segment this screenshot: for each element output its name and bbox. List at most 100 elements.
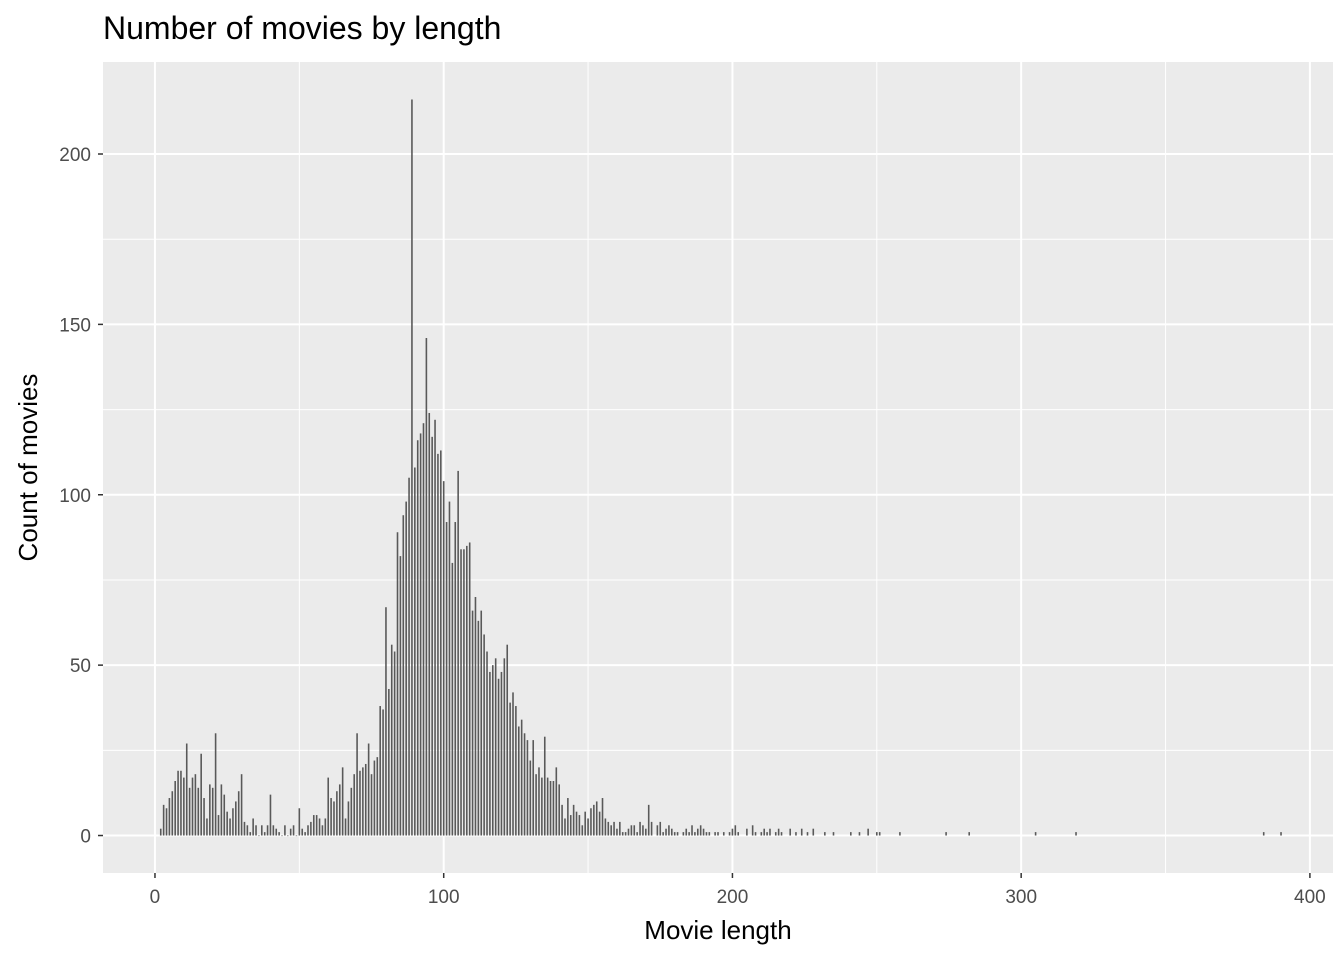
minor-gridlines	[103, 62, 1333, 873]
chart-title: Number of movies by length	[103, 10, 502, 46]
bar	[610, 825, 612, 836]
bar	[217, 815, 220, 836]
bar	[636, 832, 638, 836]
bar	[211, 787, 214, 836]
bar	[468, 542, 471, 836]
bar	[370, 774, 373, 836]
bar	[717, 832, 719, 836]
bar	[581, 825, 584, 836]
bar	[552, 781, 555, 836]
bar	[466, 545, 468, 836]
bar	[769, 828, 771, 836]
bar	[876, 832, 878, 836]
bar	[379, 706, 381, 836]
bar	[336, 791, 338, 836]
bar	[613, 821, 615, 836]
bar	[431, 436, 433, 836]
bar	[526, 740, 529, 836]
y-tick-label: 200	[59, 145, 91, 166]
bar	[598, 811, 601, 836]
bar	[480, 610, 483, 836]
bar	[367, 743, 370, 836]
bar	[520, 719, 523, 836]
bar	[567, 798, 569, 836]
bar	[523, 733, 526, 836]
x-axis-title: Movie length	[644, 915, 791, 945]
y-tick-label: 100	[59, 486, 91, 507]
bar	[168, 798, 171, 836]
x-tick-label: 300	[1005, 887, 1037, 908]
x-axis: 0 100 200 300 400	[150, 873, 1326, 908]
bar	[341, 767, 344, 836]
bar	[359, 770, 361, 836]
bar	[422, 423, 425, 836]
bar	[685, 828, 688, 836]
bar	[237, 791, 240, 836]
bar	[529, 760, 532, 836]
bar	[235, 801, 237, 836]
bar	[780, 832, 783, 836]
bar	[315, 815, 318, 836]
bar	[491, 665, 494, 836]
bar	[500, 671, 503, 836]
bar	[327, 777, 330, 836]
bar	[310, 821, 312, 836]
bar	[760, 832, 763, 836]
bar	[503, 658, 506, 836]
bar	[509, 702, 511, 836]
bar	[541, 777, 543, 836]
bar	[295, 835, 298, 837]
bar	[899, 832, 901, 836]
bar	[624, 832, 627, 836]
bar	[226, 811, 228, 836]
bar	[489, 671, 491, 836]
bar	[621, 832, 624, 836]
bar	[437, 453, 439, 836]
bar	[832, 832, 835, 836]
bar	[699, 825, 702, 836]
bar	[338, 784, 341, 836]
bar	[258, 835, 260, 837]
bar	[364, 763, 367, 836]
bar	[362, 767, 364, 836]
bar	[587, 818, 589, 836]
bar	[347, 801, 350, 836]
bar	[194, 774, 197, 836]
bar	[330, 798, 332, 836]
plot-panel	[103, 62, 1333, 873]
bar	[416, 440, 419, 836]
bar	[246, 825, 249, 836]
bar	[324, 818, 327, 836]
bar	[232, 808, 234, 836]
bar	[344, 818, 347, 836]
bar	[321, 825, 324, 836]
bar	[659, 821, 662, 836]
bar	[451, 562, 454, 836]
bar	[650, 821, 653, 836]
bar	[777, 828, 780, 836]
bar	[665, 828, 667, 836]
bar	[356, 733, 358, 836]
bar	[945, 832, 947, 836]
bar	[183, 777, 185, 836]
bar	[532, 740, 535, 836]
bar	[546, 777, 549, 836]
bar	[656, 825, 659, 836]
bar	[249, 832, 252, 836]
bar	[177, 770, 179, 836]
bar	[549, 781, 552, 836]
bar	[558, 784, 560, 836]
bar	[806, 832, 809, 836]
bar	[275, 828, 278, 836]
bar	[440, 450, 442, 836]
bar	[619, 821, 621, 836]
bar	[968, 832, 970, 836]
bar	[702, 828, 705, 836]
bar	[642, 825, 644, 836]
bar	[448, 501, 451, 836]
bar	[304, 832, 306, 836]
bar	[604, 818, 607, 836]
bar	[662, 832, 664, 836]
bar	[751, 825, 754, 836]
bar	[298, 808, 301, 836]
